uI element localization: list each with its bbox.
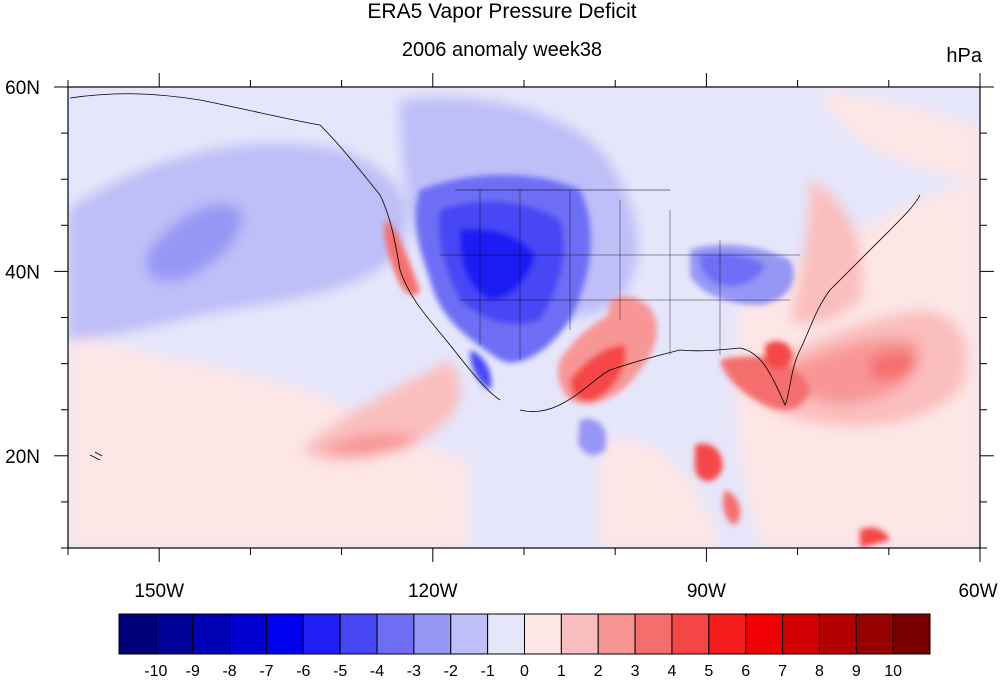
map-subtitle: 2006 anomaly week38 (401, 39, 603, 61)
colorbar-label: -9 (186, 663, 200, 680)
lat-tick-label: 40N (5, 262, 40, 283)
colorbar-label: 10 (884, 663, 902, 680)
colorbar-label: -2 (444, 663, 458, 680)
colorbar-swatch (745, 613, 784, 655)
colorbar-label: -10 (144, 663, 167, 680)
colorbar-label: 3 (631, 663, 640, 680)
colorbar-swatch (560, 613, 599, 655)
colorbar-label: 5 (704, 663, 713, 680)
map-title: ERA5 Vapor Pressure Deficit (367, 0, 637, 23)
colorbar-swatch (339, 613, 378, 655)
colorbar-label: 8 (815, 663, 824, 680)
colorbar-swatch (782, 613, 820, 655)
colorbar-label: -4 (370, 663, 384, 680)
colorbar-label: 9 (852, 663, 861, 680)
lon-tick-label: 120W (408, 581, 458, 602)
colorbar-swatch (487, 613, 525, 655)
axis-labels: 150W 120W 90W 60W 60N 40N 20N (5, 78, 997, 602)
colorbar-label: 1 (557, 663, 566, 680)
colorbar-swatch (192, 613, 231, 655)
colorbar-swatch (708, 613, 747, 655)
anomaly-field (68, 87, 980, 548)
colorbar-swatch (597, 613, 636, 655)
colorbar-label: 2 (594, 663, 603, 680)
lat-tick-label: 20N (5, 447, 40, 468)
colorbar-label: -6 (296, 663, 310, 680)
colorbar-swatch (855, 613, 894, 655)
colorbar-label: 4 (668, 663, 677, 680)
colorbar-label: -5 (333, 663, 347, 680)
colorbar-label: 6 (741, 663, 750, 680)
colorbar-swatch (376, 613, 415, 655)
colorbar-swatch (671, 613, 710, 655)
axis-ticks (54, 73, 994, 562)
colorbar-label: -8 (222, 663, 236, 680)
colorbar-label: -1 (481, 663, 495, 680)
colorbar-label: 7 (778, 663, 787, 680)
colorbar-swatch (818, 613, 857, 655)
colorbar: -10 -9 -8 -7 -6 -5 -4 -3 -2 -1 0 1 2 3 4 5 6 7 8 9 10 (118, 613, 931, 680)
colorbar-swatch (302, 613, 341, 655)
colorbar-swatch (892, 613, 931, 655)
units-label: hPa (946, 45, 982, 67)
colorbar-swatch (265, 613, 304, 655)
lat-tick-label: 60N (5, 78, 40, 99)
colorbar-label: 0 (520, 663, 529, 680)
lon-tick-label: 60W (958, 581, 997, 602)
colorbar-swatch (413, 613, 452, 655)
colorbar-label: -7 (259, 663, 273, 680)
lon-tick-label: 90W (687, 581, 726, 602)
colorbar-label: -3 (407, 663, 421, 680)
colorbar-swatch (155, 613, 194, 655)
colorbar-swatch (524, 613, 562, 655)
lon-tick-label: 150W (134, 581, 184, 602)
colorbar-swatch (118, 613, 157, 655)
colorbar-swatch (450, 613, 489, 655)
colorbar-swatch (229, 613, 267, 655)
colorbar-swatch (634, 613, 673, 655)
